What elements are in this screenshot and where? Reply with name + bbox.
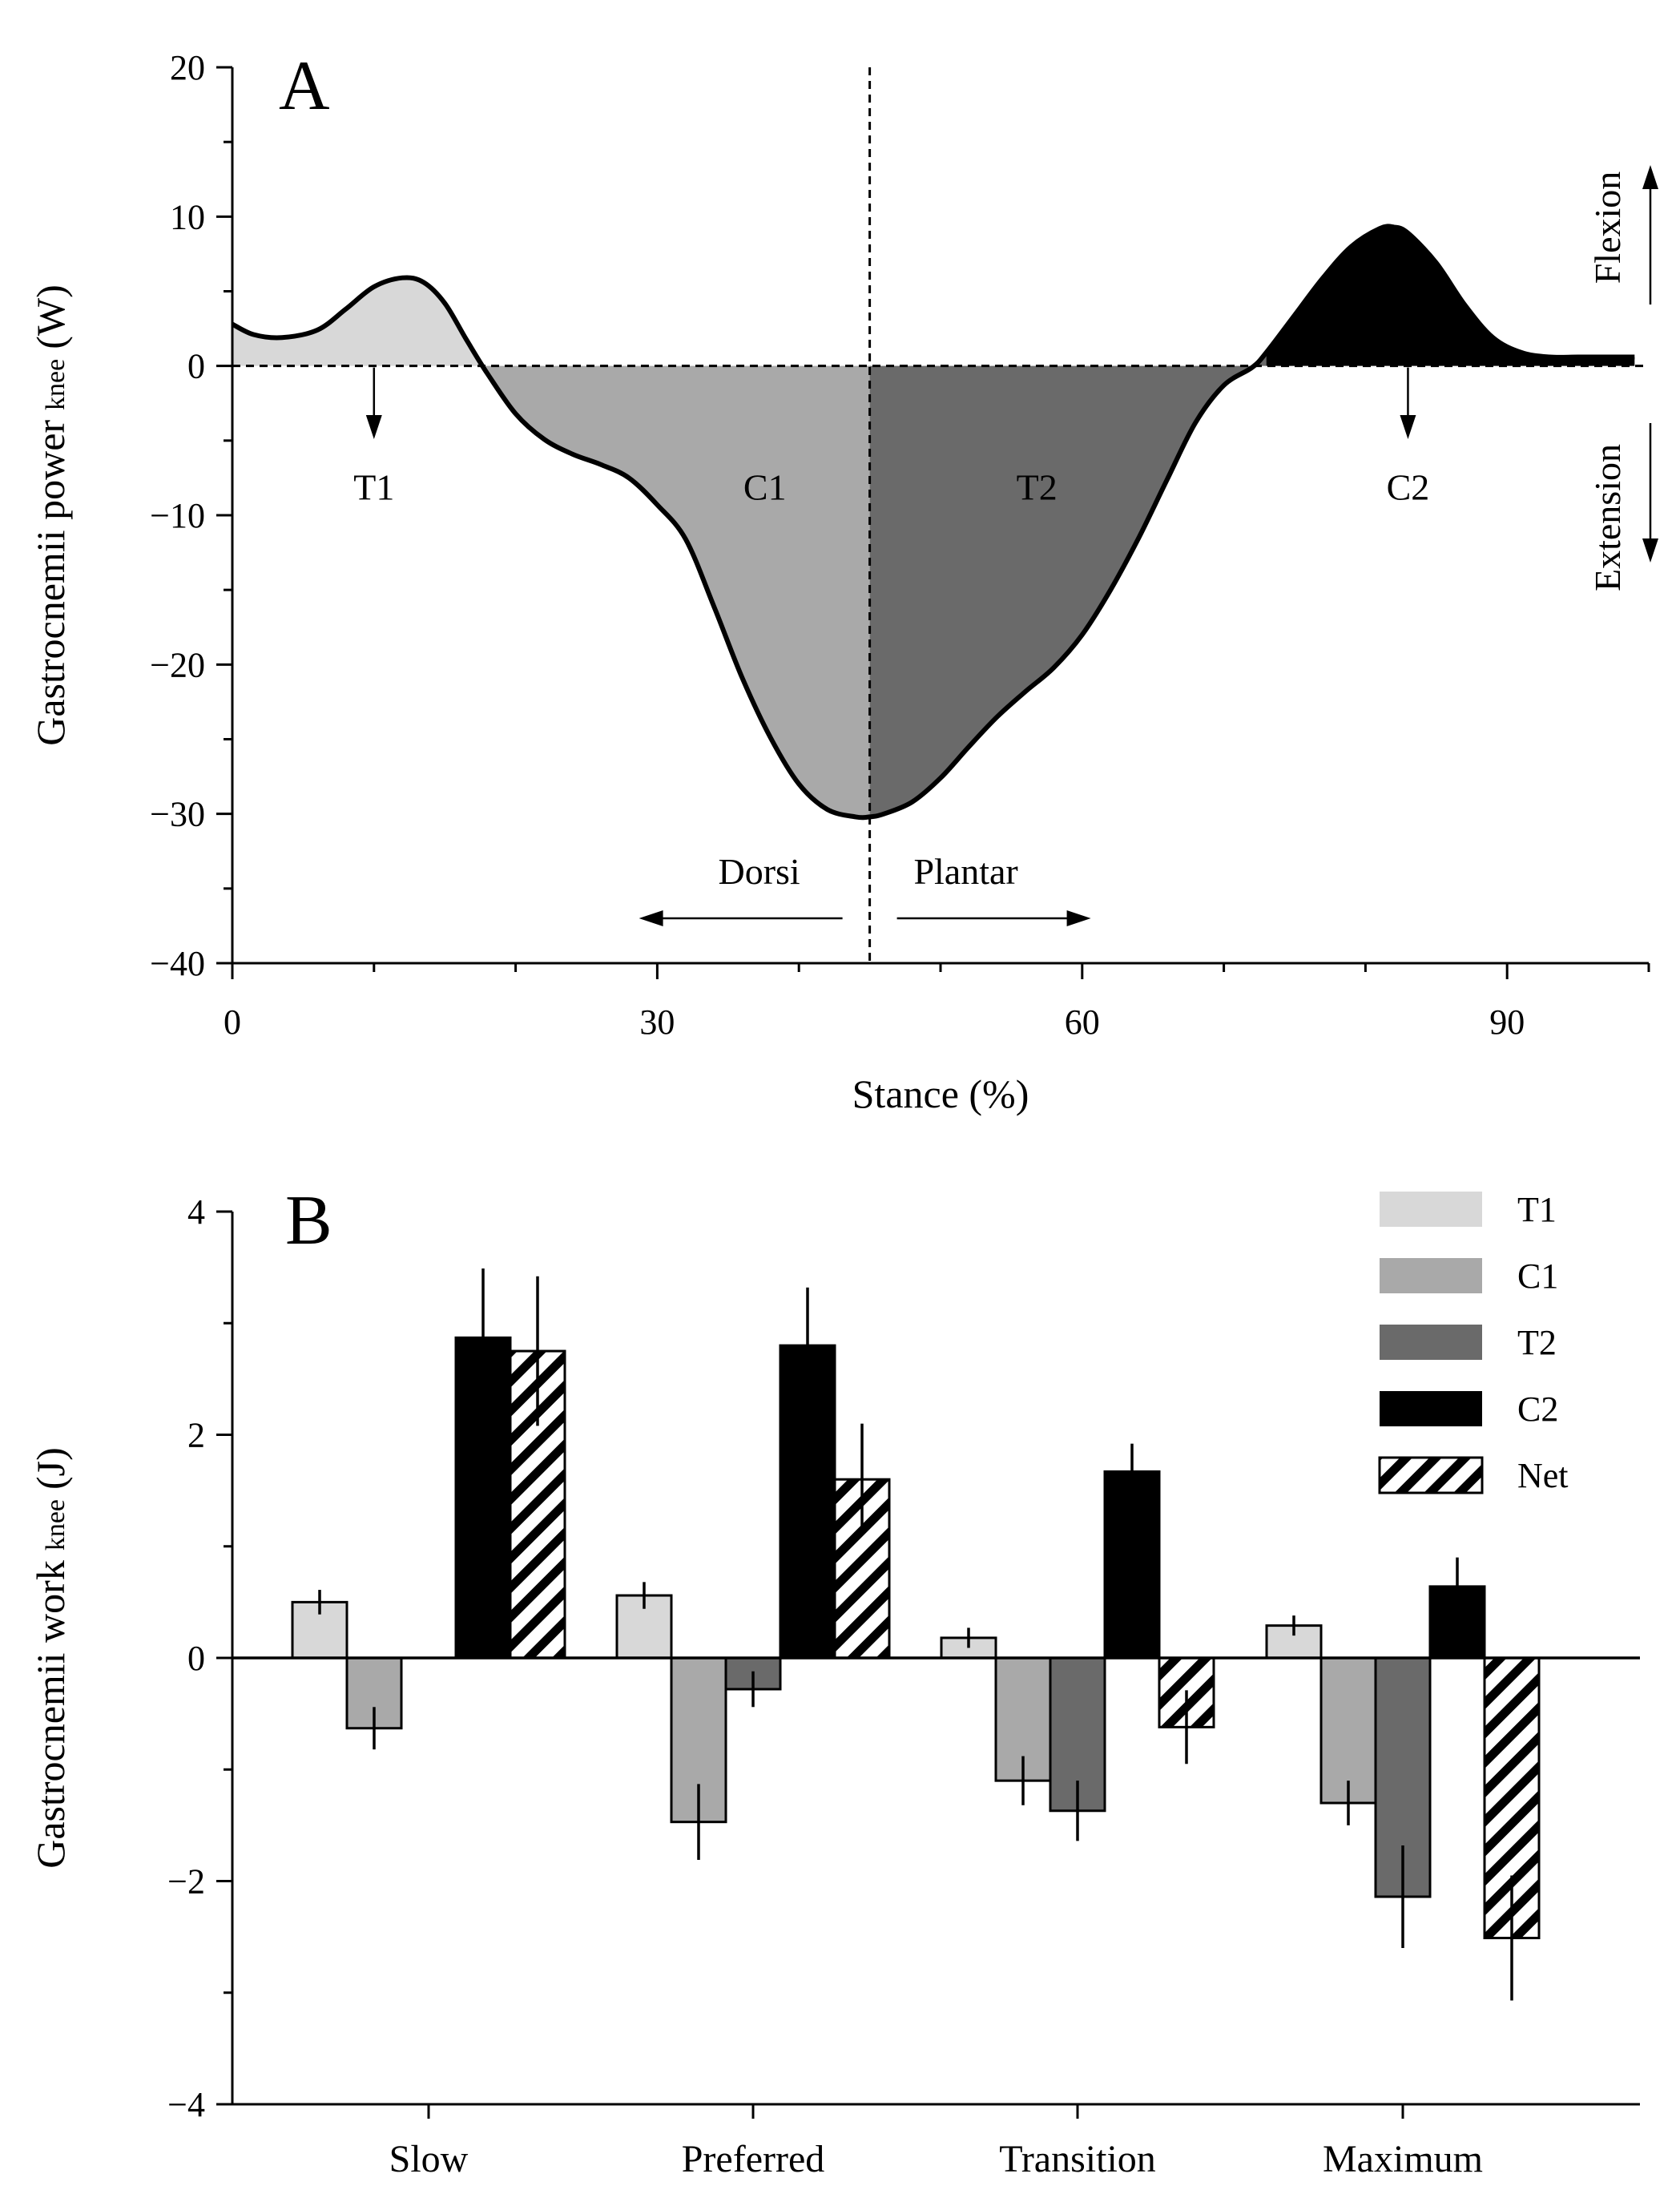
legend-label-c2: C2 [1517,1389,1558,1429]
bar-c2-transition [1103,1470,1161,1660]
dorsi-arrowhead [639,910,663,926]
y-tick-label-b: −2 [167,1862,205,1902]
y-axis-title-b: Gastrocnemii work knee (J) [28,1447,73,1869]
x-axis-title: Stance (%) [852,1071,1029,1116]
region-arrowhead-t1 [365,414,382,439]
y-tick-label: −30 [150,795,205,834]
y-tick-label: 10 [170,197,205,236]
y-tick-label-b: −4 [167,2085,205,2124]
y-tick-label-b: 0 [187,1639,205,1678]
y-tick-label: −40 [150,944,205,983]
category-label-maximum: Maximum [1323,2138,1483,2180]
dorsi-label: Dorsi [718,851,800,892]
region-c1 [482,365,870,817]
y-tick-label: 0 [187,347,205,386]
y-axis-title-b-unit: (J) [28,1447,73,1490]
region-t2 [869,352,1267,817]
category-label-transition: Transition [999,2138,1156,2180]
legend-label-net: Net [1517,1456,1569,1495]
plantar-label: Plantar [913,851,1017,892]
x-tick-label: 0 [224,1002,241,1042]
x-tick-label: 60 [1065,1002,1100,1042]
panel-b: 4 2 0 −2 −4 Slow Preferred Transition Maximum Gas… [28,1182,1640,2180]
region-label-c2: C2 [1387,467,1430,508]
plantar-arrowhead [1066,910,1091,926]
legend-label-t1: T1 [1517,1190,1557,1229]
y-axis-title-sub: knee [41,359,71,410]
category-label-slow: Slow [389,2138,469,2180]
panel-label-b: B [285,1182,332,1260]
legend-swatch-net [1378,1456,1484,1494]
bar-c1-transition [994,1656,1052,1782]
region-t1 [232,277,483,367]
legend-swatch-t2 [1380,1325,1482,1360]
category-label-preferred: Preferred [682,2138,825,2180]
legend-label-t2: T2 [1517,1323,1557,1362]
x-tick-label: 30 [639,1002,675,1042]
y-tick-label-b: 2 [187,1416,205,1455]
y-axis-title-main: Gastrocnemii power [28,420,73,746]
y-tick-label-b: 4 [187,1192,205,1232]
y-axis-title-unit: (W) [28,284,73,349]
region-label-t2: T2 [1017,467,1058,508]
y-tick-label: −10 [150,496,205,535]
panel-label-a: A [279,47,330,125]
region-arrowhead-c2 [1400,414,1416,439]
legend-label-c1: C1 [1517,1256,1558,1296]
power-curve [231,224,1635,821]
panel-a: 20 10 0 −10 −20 −30 −40 0 30 60 90 Stance (%) Gastro… [28,47,1658,1116]
extension-label: Extension [1587,444,1628,591]
legend-swatch-c2 [1380,1391,1482,1426]
flexion-label: Flexion [1587,171,1628,284]
y-axis-title-b-sub: knee [41,1499,71,1551]
y-axis-title: Gastrocnemii power knee (W) [28,284,73,746]
y-tick-label: −20 [150,645,205,684]
region-label-c1: C1 [743,467,787,508]
region-label-t1: T1 [353,467,394,508]
extension-arrowhead [1642,538,1658,563]
y-tick-label: 20 [170,48,205,87]
region-c2 [1266,227,1635,366]
y-axis-title-b-main: Gastrocnemii work [28,1560,73,1869]
legend-swatch-c1 [1380,1258,1482,1293]
x-tick-label: 90 [1489,1002,1525,1042]
flexion-arrowhead [1642,165,1658,189]
legend-swatch-t1 [1380,1192,1482,1227]
